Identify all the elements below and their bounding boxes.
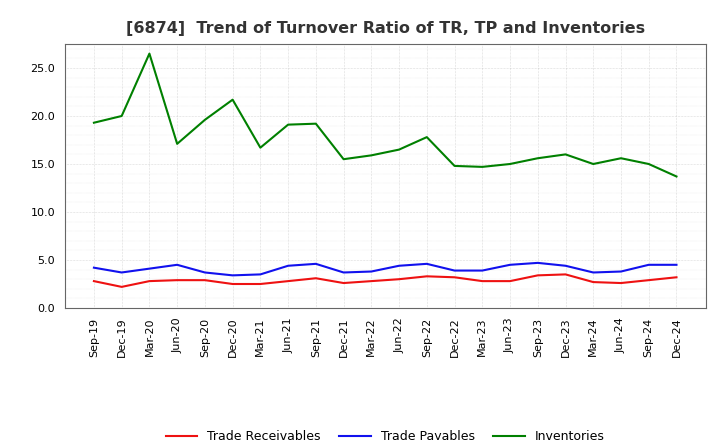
Inventories bbox=[423, 135, 431, 140]
Inventories bbox=[256, 145, 265, 150]
Inventories bbox=[534, 156, 542, 161]
Inventories bbox=[367, 153, 376, 158]
Line: Trade Payables: Trade Payables bbox=[94, 263, 677, 275]
Inventories bbox=[505, 161, 514, 167]
Trade Payables bbox=[89, 265, 98, 270]
Trade Payables bbox=[228, 273, 237, 278]
Inventories bbox=[339, 157, 348, 162]
Trade Receivables bbox=[478, 279, 487, 284]
Trade Receivables bbox=[534, 273, 542, 278]
Inventories bbox=[117, 114, 126, 119]
Trade Payables bbox=[173, 262, 181, 268]
Trade Payables bbox=[312, 261, 320, 267]
Trade Receivables bbox=[423, 274, 431, 279]
Inventories bbox=[284, 122, 292, 127]
Trade Receivables bbox=[395, 277, 403, 282]
Trade Receivables bbox=[145, 279, 154, 284]
Trade Receivables bbox=[505, 279, 514, 284]
Inventories bbox=[312, 121, 320, 126]
Trade Payables bbox=[367, 269, 376, 274]
Trade Receivables bbox=[672, 275, 681, 280]
Trade Receivables bbox=[312, 275, 320, 281]
Inventories bbox=[478, 164, 487, 169]
Inventories bbox=[228, 97, 237, 103]
Trade Payables bbox=[117, 270, 126, 275]
Inventories bbox=[644, 161, 653, 167]
Inventories bbox=[173, 141, 181, 147]
Inventories bbox=[450, 163, 459, 169]
Trade Payables bbox=[395, 263, 403, 268]
Trade Payables bbox=[339, 270, 348, 275]
Inventories bbox=[589, 161, 598, 167]
Inventories bbox=[672, 174, 681, 179]
Legend: Trade Receivables, Trade Payables, Inventories: Trade Receivables, Trade Payables, Inven… bbox=[161, 425, 610, 440]
Inventories bbox=[616, 156, 625, 161]
Trade Payables bbox=[423, 261, 431, 267]
Trade Receivables bbox=[89, 279, 98, 284]
Trade Receivables bbox=[367, 279, 376, 284]
Trade Payables bbox=[672, 262, 681, 268]
Line: Trade Receivables: Trade Receivables bbox=[94, 275, 677, 287]
Trade Payables bbox=[589, 270, 598, 275]
Trade Payables bbox=[505, 262, 514, 268]
Trade Receivables bbox=[256, 281, 265, 286]
Trade Receivables bbox=[284, 279, 292, 284]
Trade Receivables bbox=[589, 279, 598, 285]
Trade Receivables bbox=[117, 284, 126, 290]
Inventories bbox=[395, 147, 403, 152]
Trade Receivables bbox=[450, 275, 459, 280]
Trade Payables bbox=[561, 263, 570, 268]
Trade Payables bbox=[534, 260, 542, 265]
Trade Receivables bbox=[644, 278, 653, 283]
Inventories bbox=[201, 117, 210, 122]
Trade Receivables bbox=[201, 278, 210, 283]
Trade Payables bbox=[616, 269, 625, 274]
Trade Receivables bbox=[616, 280, 625, 286]
Trade Payables bbox=[256, 272, 265, 277]
Inventories bbox=[145, 51, 154, 56]
Trade Payables bbox=[450, 268, 459, 273]
Trade Receivables bbox=[561, 272, 570, 277]
Inventories bbox=[561, 152, 570, 157]
Line: Inventories: Inventories bbox=[94, 54, 677, 176]
Inventories bbox=[89, 120, 98, 125]
Trade Receivables bbox=[339, 280, 348, 286]
Trade Payables bbox=[201, 270, 210, 275]
Trade Payables bbox=[284, 263, 292, 268]
Trade Payables bbox=[644, 262, 653, 268]
Trade Receivables bbox=[228, 281, 237, 286]
Trade Payables bbox=[145, 266, 154, 271]
Title: [6874]  Trend of Turnover Ratio of TR, TP and Inventories: [6874] Trend of Turnover Ratio of TR, TP… bbox=[125, 21, 645, 36]
Trade Receivables bbox=[173, 278, 181, 283]
Trade Payables bbox=[478, 268, 487, 273]
